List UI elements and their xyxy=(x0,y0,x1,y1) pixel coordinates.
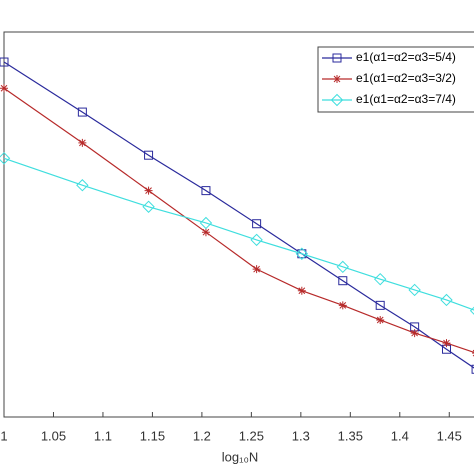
x-tick-label: 1.25 xyxy=(239,428,264,443)
marker xyxy=(375,300,385,310)
marker xyxy=(338,276,348,286)
marker xyxy=(336,260,350,274)
marker xyxy=(297,286,306,295)
marker xyxy=(0,152,11,165)
marker xyxy=(201,186,211,196)
x-tick-label: 1.3 xyxy=(292,428,310,443)
marker xyxy=(142,200,155,213)
x-tick-label: 1 xyxy=(0,428,7,443)
x-tick-label: 1.1 xyxy=(94,428,112,443)
x-tick-label: 1.15 xyxy=(140,428,165,443)
legend-label: e1(α1=α2=α3=3/2) xyxy=(356,71,456,85)
marker xyxy=(77,107,87,117)
x-tick-label: 1.4 xyxy=(391,428,409,443)
marker xyxy=(252,265,261,274)
marker xyxy=(442,339,451,348)
marker xyxy=(376,315,385,324)
marker xyxy=(338,301,347,310)
marker xyxy=(295,247,309,260)
x-tick-label: 1.35 xyxy=(338,428,363,443)
marker xyxy=(201,228,210,237)
x-tick-label: 1.2 xyxy=(193,428,211,443)
legend-label: e1(α1=α2=α3=7/4) xyxy=(356,92,456,106)
x-tick-label: 1.05 xyxy=(41,428,66,443)
legend-label: e1(α1=α2=α3=5/4) xyxy=(356,50,456,64)
marker xyxy=(199,216,213,230)
x-axis-label: log₁₀N xyxy=(222,449,259,464)
marker xyxy=(252,219,262,229)
marker xyxy=(144,150,154,160)
marker xyxy=(471,364,474,374)
marker xyxy=(373,272,387,286)
x-tick-label: 1.45 xyxy=(437,428,462,443)
legend-marker xyxy=(332,53,342,63)
marker xyxy=(250,233,263,247)
marker xyxy=(469,306,474,315)
marker xyxy=(440,293,453,307)
marker xyxy=(144,186,153,195)
marker xyxy=(0,84,8,93)
marker xyxy=(0,57,9,67)
marker xyxy=(76,179,89,192)
legend-marker xyxy=(330,93,344,107)
marker xyxy=(410,329,419,338)
marker xyxy=(408,283,421,297)
line xyxy=(3,157,474,311)
legend-marker xyxy=(333,75,341,83)
marker xyxy=(297,249,307,259)
marker xyxy=(78,138,87,147)
